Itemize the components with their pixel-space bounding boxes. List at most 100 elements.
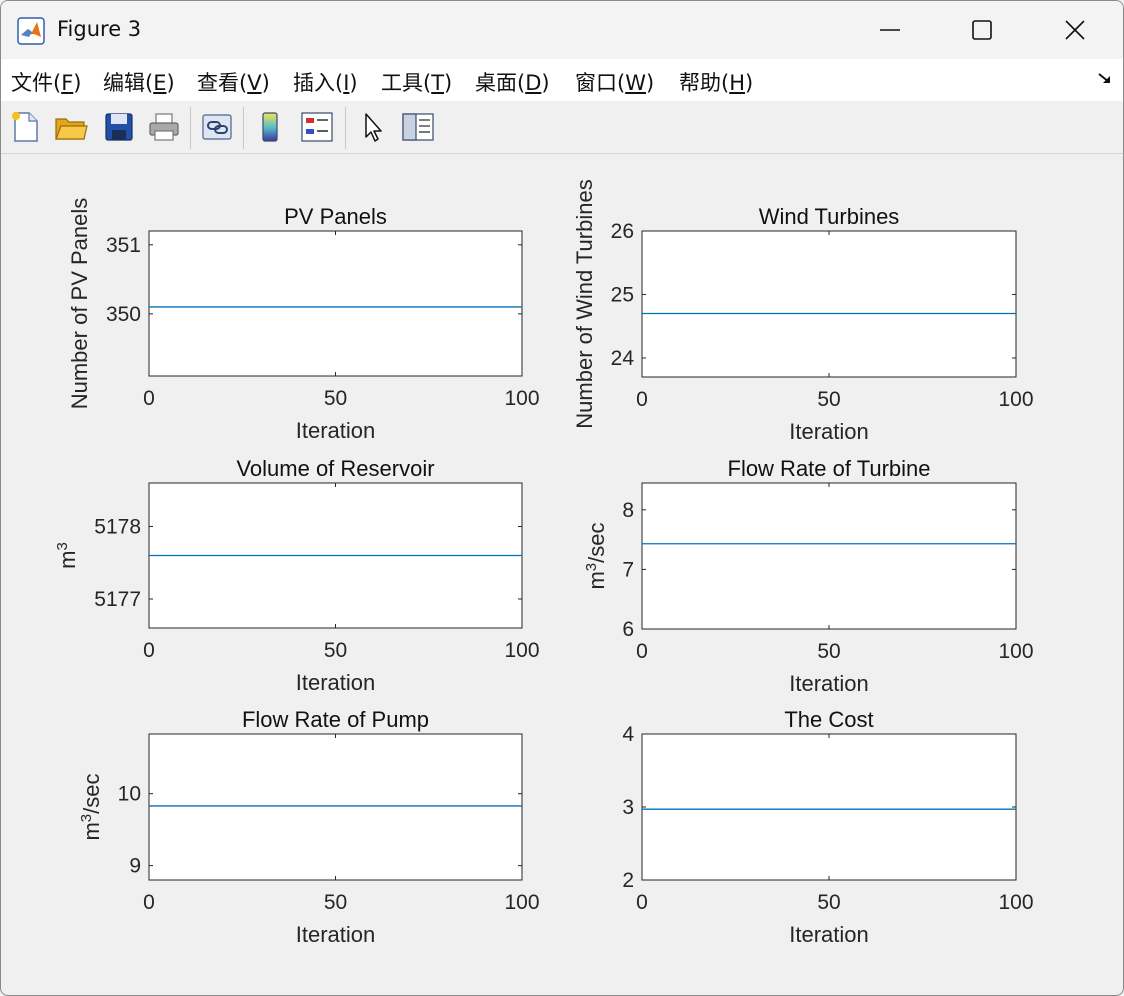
subplot-title: The Cost (784, 707, 873, 732)
colorbar-icon (262, 112, 278, 142)
open-file-icon (55, 118, 88, 140)
x-tick-label: 0 (636, 891, 648, 914)
subplot-5: 0 50 100 9 10 Flow Rate of Pump Iteration m3/se… (78, 707, 540, 947)
y-axis-label-base: Number of Wind Turbines (572, 179, 597, 428)
save-button[interactable] (101, 109, 137, 145)
subplot-title: PV Panels (284, 204, 387, 229)
menu-view[interactable]: 查看(V) (197, 71, 270, 95)
edit-plot-button[interactable] (356, 109, 392, 145)
subplot-4: 0 50 100 6 7 8 Flow Rate of Turbine Iteration m3… (583, 456, 1034, 696)
y-axis-label-unit: /sec (584, 522, 609, 562)
maximize-button[interactable] (959, 9, 1005, 51)
minimize-button[interactable] (867, 9, 913, 51)
x-tick-label: 50 (324, 891, 347, 914)
subplot-2: 0 50 100 24 25 26 Wind Turbines Iteration Number… (572, 179, 1034, 444)
y-tick-label: 3 (622, 796, 634, 819)
legend-button[interactable] (299, 109, 335, 145)
y-tick-label: 351 (106, 234, 141, 257)
subplot-1: 0 50 100 350 351 PV Panels Iteration Number of … (67, 198, 540, 443)
x-tick-label: 0 (636, 388, 648, 411)
new-figure-button[interactable] (7, 109, 43, 145)
y-tick-label: 26 (611, 220, 634, 243)
menu-help[interactable]: 帮助(H) (679, 71, 754, 95)
close-button[interactable] (1052, 9, 1098, 51)
y-tick-label: 4 (622, 723, 634, 746)
subplot-3: 0 50 100 5177 5178 Volume of Reservoir Iterati… (54, 456, 540, 695)
matlab-logo-icon (17, 17, 45, 45)
menu-insert[interactable]: 插入(I) (293, 71, 358, 95)
y-axis-label-base: m (55, 551, 80, 569)
dock-figure-icon[interactable] (1097, 71, 1113, 87)
x-axis-label: Iteration (789, 671, 869, 696)
menu-bar: 文件(F) 编辑(E) 查看(V) 插入(I) 工具(T) 桌面(D) 窗口(W… (1, 59, 1123, 101)
print-button[interactable] (146, 109, 182, 145)
figure-toolbar (1, 101, 1123, 154)
menu-edit[interactable]: 编辑(E) (103, 71, 175, 95)
y-tick-label: 8 (622, 499, 634, 522)
x-axis-label: Iteration (789, 419, 869, 444)
x-tick-label: 100 (998, 640, 1033, 663)
y-axis-label-superscript: 3 (583, 563, 600, 571)
y-axis-label-base: m (584, 571, 609, 589)
axes-box (641, 733, 1017, 881)
toolbar-separator (243, 107, 244, 149)
open-file-button[interactable] (53, 109, 89, 145)
subplot-title: Flow Rate of Pump (242, 707, 429, 732)
property-inspector-button[interactable] (400, 109, 436, 145)
link-plot-button[interactable] (199, 109, 235, 145)
x-tick-label: 0 (143, 639, 155, 662)
menu-tools[interactable]: 工具(T) (381, 71, 453, 95)
x-tick-label: 100 (504, 891, 539, 914)
new-figure-icon (12, 112, 38, 142)
close-icon (1065, 20, 1085, 40)
minimize-icon (880, 29, 900, 31)
maximize-icon (972, 20, 992, 40)
x-axis-label: Iteration (296, 670, 376, 695)
y-tick-label: 7 (622, 558, 634, 581)
subplot-title: Volume of Reservoir (236, 456, 434, 481)
x-tick-label: 0 (143, 891, 155, 914)
menu-desktop[interactable]: 桌面(D) (475, 71, 550, 95)
colorbar-button[interactable] (253, 109, 289, 145)
subplot-title: Wind Turbines (759, 204, 900, 229)
axes-box (148, 230, 523, 377)
x-tick-label: 50 (817, 891, 840, 914)
subplot-6: 0 50 100 2 3 4 The Cost Iteration (622, 707, 1033, 947)
y-tick-label: 24 (611, 347, 635, 370)
axes-box (641, 482, 1017, 630)
toolbar-separator (345, 107, 346, 149)
x-tick-label: 0 (636, 640, 648, 663)
x-tick-label: 100 (998, 891, 1033, 914)
legend-icon (301, 112, 333, 142)
y-axis-label-base: Number of PV Panels (67, 198, 92, 410)
x-tick-label: 50 (817, 640, 840, 663)
print-icon (149, 113, 179, 141)
y-axis-label-superscript: 3 (78, 814, 95, 822)
edit-plot-cursor-icon (365, 113, 382, 142)
y-tick-label: 5177 (94, 588, 141, 611)
y-tick-label: 350 (106, 303, 141, 326)
figure-canvas: 0 50 100 350 351 PV Panels Iteration Number of … (1, 154, 1123, 995)
y-axis-label: m3 (54, 542, 81, 569)
y-tick-label: 25 (611, 283, 634, 306)
x-tick-label: 50 (324, 387, 347, 410)
subplot-title: Flow Rate of Turbine (728, 456, 931, 481)
menu-window[interactable]: 窗口(W) (575, 71, 655, 95)
x-axis-label: Iteration (296, 418, 376, 443)
y-tick-label: 6 (622, 618, 634, 641)
y-axis-label: m3/sec (78, 773, 105, 840)
y-axis-label-base: m (79, 822, 104, 840)
menu-file[interactable]: 文件(F) (11, 71, 82, 95)
x-tick-label: 100 (504, 387, 539, 410)
property-inspector-icon (402, 113, 434, 141)
y-tick-label: 5178 (94, 516, 141, 539)
x-axis-label: Iteration (789, 922, 869, 947)
toolbar-separator (190, 107, 191, 149)
y-axis-label: Number of PV Panels (67, 198, 92, 410)
y-axis-label-unit: /sec (79, 773, 104, 813)
window-title: Figure 3 (57, 17, 142, 41)
axes-box (148, 733, 523, 881)
y-axis-label: Number of Wind Turbines (572, 179, 597, 428)
